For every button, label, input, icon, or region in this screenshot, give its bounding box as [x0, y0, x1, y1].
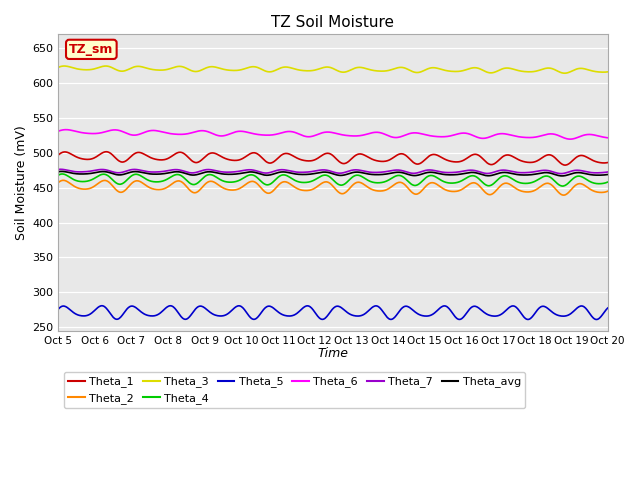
- Theta_4: [433, 175, 440, 180]
- X-axis label: Time: Time: [317, 347, 348, 360]
- Theta_2: [554, 189, 562, 195]
- Theta_2: [199, 183, 207, 189]
- Theta_4: [604, 179, 612, 185]
- Theta_2: [604, 188, 612, 194]
- Theta_1: [379, 158, 387, 164]
- Theta_7: [557, 171, 565, 177]
- Theta_avg: [325, 170, 333, 176]
- Theta_3: [379, 68, 387, 74]
- Theta_avg: [176, 169, 184, 175]
- Theta_2: [433, 181, 440, 187]
- Theta_avg: [554, 172, 562, 178]
- Theta_avg: [433, 170, 440, 176]
- Theta_6: [554, 132, 562, 138]
- Line: Theta_4: Theta_4: [58, 174, 608, 186]
- Theta_avg: [604, 172, 612, 178]
- Theta_4: [58, 171, 66, 177]
- Theta_5: [593, 317, 600, 323]
- Theta_6: [176, 132, 184, 137]
- Line: Theta_2: Theta_2: [58, 180, 608, 195]
- Theta_7: [554, 170, 562, 176]
- Theta_6: [54, 128, 62, 134]
- Theta_5: [379, 308, 387, 314]
- Theta_3: [325, 64, 333, 70]
- Theta_avg: [58, 168, 66, 174]
- Theta_5: [54, 306, 62, 312]
- Theta_3: [60, 63, 68, 69]
- Theta_6: [566, 136, 574, 142]
- Line: Theta_avg: Theta_avg: [58, 171, 608, 176]
- Theta_3: [604, 69, 612, 75]
- Theta_4: [559, 183, 566, 189]
- Theta_7: [433, 168, 440, 174]
- Theta_7: [379, 169, 387, 175]
- Text: TZ_sm: TZ_sm: [69, 43, 113, 56]
- Theta_3: [54, 64, 62, 70]
- Theta_3: [554, 69, 562, 74]
- Theta_1: [433, 152, 440, 158]
- Theta_2: [325, 180, 333, 186]
- Theta_1: [554, 158, 562, 164]
- Theta_5: [604, 305, 612, 311]
- Theta_7: [54, 167, 62, 172]
- Theta_6: [199, 128, 207, 133]
- Line: Theta_6: Theta_6: [58, 130, 608, 139]
- Theta_1: [176, 149, 184, 155]
- Theta_1: [325, 151, 333, 156]
- Theta_2: [60, 178, 67, 183]
- Theta_6: [62, 127, 70, 132]
- Theta_avg: [379, 171, 387, 177]
- Theta_5: [176, 312, 184, 317]
- Theta_6: [325, 129, 333, 135]
- Theta_4: [54, 172, 62, 178]
- Line: Theta_5: Theta_5: [58, 306, 608, 320]
- Theta_3: [176, 63, 184, 69]
- Theta_7: [604, 169, 612, 175]
- Theta_1: [102, 149, 110, 155]
- Y-axis label: Soil Moisture (mV): Soil Moisture (mV): [15, 125, 28, 240]
- Theta_7: [199, 168, 207, 173]
- Theta_3: [561, 71, 569, 76]
- Theta_5: [98, 303, 106, 309]
- Theta_6: [379, 131, 387, 136]
- Theta_5: [325, 311, 333, 316]
- Theta_1: [561, 162, 569, 168]
- Theta_3: [433, 65, 440, 71]
- Theta_1: [54, 152, 62, 158]
- Theta_5: [433, 308, 440, 314]
- Theta_1: [199, 156, 207, 161]
- Theta_4: [176, 172, 184, 178]
- Theta_2: [379, 188, 387, 194]
- Theta_4: [379, 180, 387, 185]
- Title: TZ Soil Moisture: TZ Soil Moisture: [271, 15, 394, 30]
- Legend: Theta_1, Theta_2, Theta_3, Theta_4, Theta_5, Theta_6, Theta_7, Theta_avg: Theta_1, Theta_2, Theta_3, Theta_4, Thet…: [64, 372, 525, 408]
- Theta_avg: [558, 173, 566, 179]
- Theta_7: [56, 167, 64, 172]
- Theta_avg: [54, 169, 62, 175]
- Theta_7: [325, 168, 333, 174]
- Theta_5: [554, 312, 562, 318]
- Theta_avg: [199, 170, 207, 176]
- Theta_4: [325, 174, 333, 180]
- Line: Theta_1: Theta_1: [58, 152, 608, 165]
- Theta_4: [199, 175, 207, 181]
- Line: Theta_3: Theta_3: [58, 66, 608, 73]
- Theta_4: [554, 181, 562, 187]
- Theta_5: [199, 304, 207, 310]
- Theta_2: [559, 192, 567, 198]
- Theta_7: [176, 167, 184, 173]
- Line: Theta_7: Theta_7: [58, 169, 608, 174]
- Theta_3: [199, 66, 207, 72]
- Theta_2: [176, 178, 184, 184]
- Theta_2: [54, 180, 62, 186]
- Theta_6: [604, 135, 612, 141]
- Theta_1: [604, 160, 612, 166]
- Theta_6: [433, 133, 440, 139]
